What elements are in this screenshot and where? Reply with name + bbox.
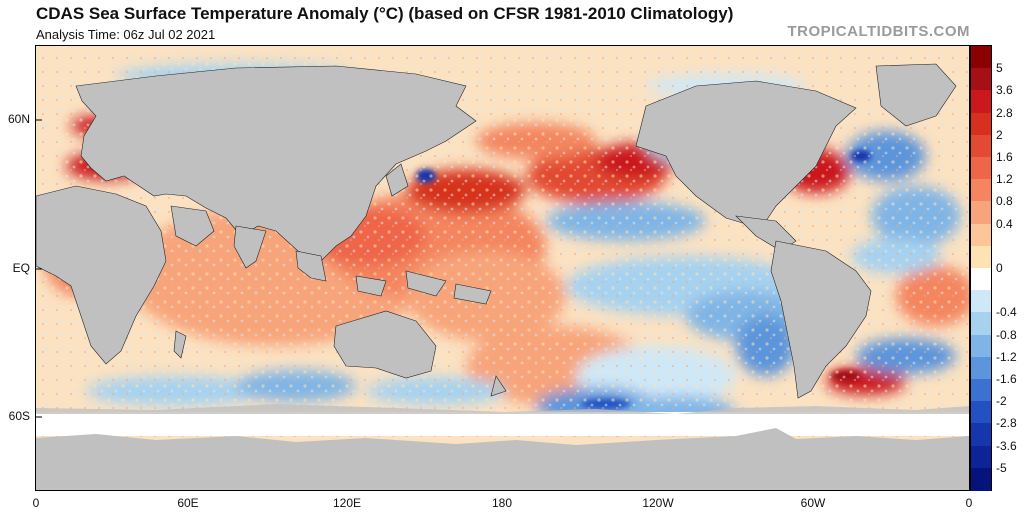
south-america (770, 240, 872, 399)
color-legend-swatch (971, 423, 991, 447)
color-legend-swatch (971, 46, 991, 69)
color-legend-swatch (971, 401, 991, 425)
lon-label-180: 180 (491, 496, 513, 510)
lon-label-120e: 120E (332, 496, 362, 510)
color-legend-tick-label: 3.6 (996, 83, 1013, 98)
color-legend-tick-label: 2 (996, 127, 1003, 142)
color-legend-swatch (971, 312, 991, 336)
color-legend-swatch (971, 157, 991, 180)
color-legend-tick-label: -3.6 (996, 438, 1017, 453)
color-legend-swatch (971, 467, 991, 491)
lon-label-0: 0 (32, 496, 40, 510)
analysis-time: Analysis Time: 06z Jul 02 2021 (36, 27, 216, 42)
lon-label-120w: 120W (642, 496, 674, 510)
color-legend-tick-label: 2.8 (996, 105, 1013, 120)
color-legend-swatch (971, 334, 991, 358)
lon-label-60w: 60W (800, 496, 826, 510)
color-legend-tick-label: -2 (996, 394, 1007, 409)
sea-ice-band (36, 412, 969, 436)
color-legend-swatch (971, 201, 991, 225)
lat-label-eq: EQ (12, 261, 30, 275)
lat-label-60s: 60S (8, 409, 30, 423)
color-legend-tick-label: 0.8 (996, 194, 1013, 209)
color-legend-tick-label: 0.4 (996, 216, 1013, 231)
color-legend-tick-label: -1.2 (996, 349, 1017, 364)
color-legend-swatch (971, 356, 991, 380)
brand-watermark: TROPICALTIDBITS.COM (787, 23, 970, 40)
map-title: CDAS Sea Surface Temperature Anomaly (°C… (36, 4, 734, 23)
color-legend-tick-label: -0.8 (996, 327, 1017, 342)
color-legend-swatch (971, 179, 991, 203)
color-legend-swatch (971, 90, 991, 114)
color-legend-swatch (971, 223, 991, 247)
color-legend-swatch (971, 268, 991, 291)
lon-label-60e: 60E (177, 496, 199, 510)
lat-label-60n: 60N (7, 112, 30, 126)
color-legend-swatch (971, 112, 991, 136)
color-legend-tick-label: 0 (996, 261, 1003, 275)
color-legend-swatch (971, 290, 991, 314)
color-legend-swatch (971, 68, 991, 92)
color-legend-tick-label: -1.6 (996, 372, 1017, 386)
color-legend-swatch (971, 245, 991, 269)
color-legend-tick-label: -0.4 (996, 305, 1017, 320)
north-america (635, 80, 857, 225)
sst-anomaly-map (35, 45, 970, 491)
antarctica (36, 428, 969, 490)
greenland (875, 63, 957, 127)
color-legend-tick-label: -2.8 (996, 416, 1017, 431)
color-legend-tick-label: 5 (996, 61, 1003, 76)
color-legend-tick-label: 1.6 (996, 150, 1013, 164)
color-legend-tick-label: -5 (996, 460, 1007, 475)
color-legend-swatch (971, 379, 991, 402)
lon-label-0-east: 0 (965, 496, 973, 510)
africa (36, 185, 167, 365)
color-legend-tick-label: 1.2 (996, 172, 1013, 187)
eurasia (75, 65, 477, 262)
color-legend-swatch (971, 445, 991, 469)
color-legend-swatch (971, 134, 991, 158)
australia (333, 310, 437, 379)
color-legend-bar (970, 45, 992, 491)
